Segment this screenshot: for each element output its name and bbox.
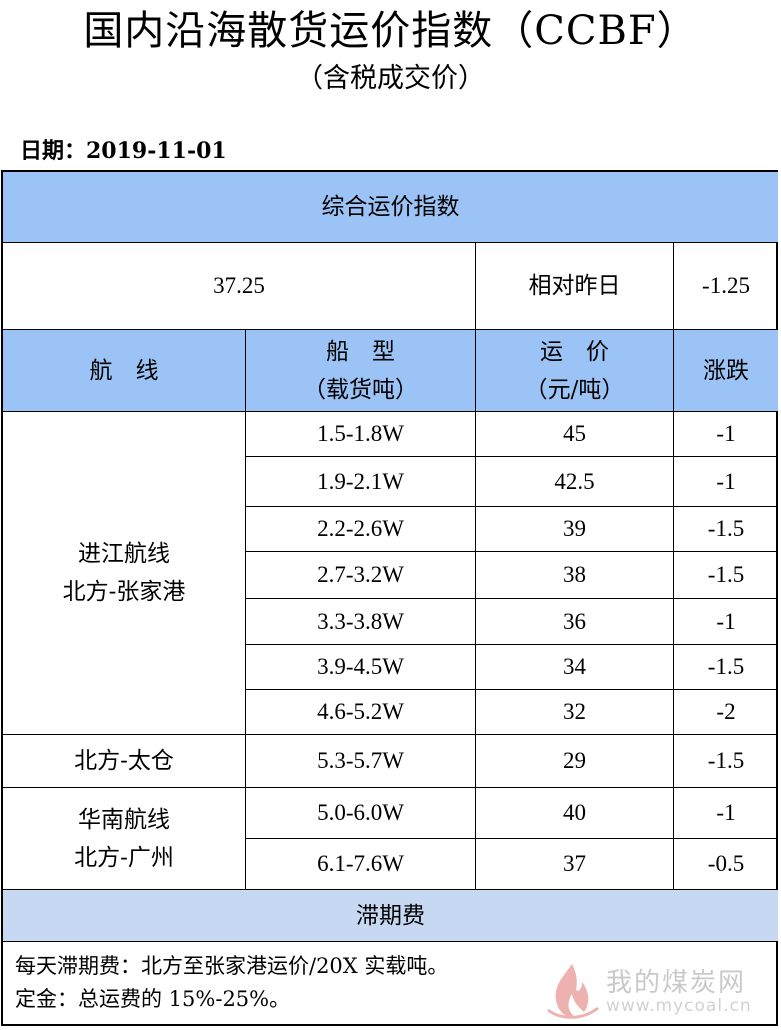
ship-type-cell: 1.9-2.1W — [246, 457, 476, 507]
change-cell: -1.5 — [674, 645, 778, 690]
column-header-ship-type: 船 型 （载货吨） — [246, 330, 476, 412]
note-line: 定金：总运费的 15%-25%。 — [15, 987, 291, 1011]
freight-cell: 38 — [476, 552, 674, 599]
route-name: 进江航线 — [78, 541, 170, 567]
change-cell: -1 — [674, 788, 778, 839]
ship-type-cell: 3.3-3.8W — [246, 599, 476, 645]
ship-type-cell: 1.5-1.8W — [246, 412, 476, 457]
ship-type-cell: 2.7-3.2W — [246, 552, 476, 599]
change-cell: -2 — [674, 690, 778, 735]
column-header-change: 涨跌 — [674, 330, 778, 412]
route-group-taicang: 北方-太仓 — [3, 735, 246, 788]
freight-cell: 45 — [476, 412, 674, 457]
ship-type-unit: （载货吨） — [303, 376, 418, 403]
demurrage-notes: 每天滞期费：北方至张家港运价/20X 实载吨。 定金：总运费的 15%-25%。 — [3, 942, 778, 1024]
route-name: 华南航线 — [78, 806, 170, 833]
freight-cell: 37 — [476, 839, 674, 890]
route-detail: 北方-广州 — [74, 844, 174, 871]
ship-type-label: 船 型 — [326, 338, 395, 365]
freight-cell: 32 — [476, 690, 674, 735]
ship-type-cell: 5.3-5.7W — [246, 735, 476, 788]
route-detail: 北方-张家港 — [62, 579, 186, 605]
freight-cell: 39 — [476, 507, 674, 552]
freight-unit: （元/吨） — [524, 376, 625, 403]
route-group-south-china: 华南航线 北方-广州 — [3, 788, 246, 890]
route-group-jiangjiang: 进江航线 北方-张家港 — [3, 412, 246, 735]
column-header-freight: 运 价 （元/吨） — [476, 330, 674, 412]
freight-index-table: 综合运价指数 37.25 相对昨日 -1.25 航 线 船 型 （载货吨） 运 … — [1, 170, 778, 1026]
freight-cell: 42.5 — [476, 457, 674, 507]
change-cell: -1.5 — [674, 507, 778, 552]
freight-cell: 29 — [476, 735, 674, 788]
ship-type-cell: 3.9-4.5W — [246, 645, 476, 690]
ship-type-cell: 6.1-7.6W — [246, 839, 476, 890]
freight-cell: 34 — [476, 645, 674, 690]
compare-label: 相对昨日 — [476, 243, 674, 330]
change-cell: -1 — [674, 457, 778, 507]
composite-index-value: 37.25 — [3, 243, 476, 330]
ship-type-cell: 2.2-2.6W — [246, 507, 476, 552]
freight-cell: 40 — [476, 788, 674, 839]
change-cell: -0.5 — [674, 839, 778, 890]
ship-type-cell: 5.0-6.0W — [246, 788, 476, 839]
date-label: 日期：2019-11-01 — [20, 138, 227, 164]
change-cell: -1.5 — [674, 552, 778, 599]
change-cell: -1 — [674, 412, 778, 457]
change-cell: -1.5 — [674, 735, 778, 788]
ship-type-cell: 4.6-5.2W — [246, 690, 476, 735]
change-cell: -1 — [674, 599, 778, 645]
route-name: 北方-太仓 — [74, 748, 174, 774]
demurrage-header: 滞期费 — [3, 890, 778, 942]
note-line: 每天滞期费：北方至张家港运价/20X 实载吨。 — [15, 954, 449, 978]
document-subtitle: （含税成交价） — [296, 63, 485, 94]
composite-index-header: 综合运价指数 — [3, 172, 778, 243]
compare-value: -1.25 — [674, 243, 778, 330]
freight-cell: 36 — [476, 599, 674, 645]
column-header-route: 航 线 — [3, 330, 246, 412]
freight-label: 运 价 — [540, 338, 609, 365]
document-title: 国内沿海散货运价指数（CCBF） — [83, 8, 698, 54]
